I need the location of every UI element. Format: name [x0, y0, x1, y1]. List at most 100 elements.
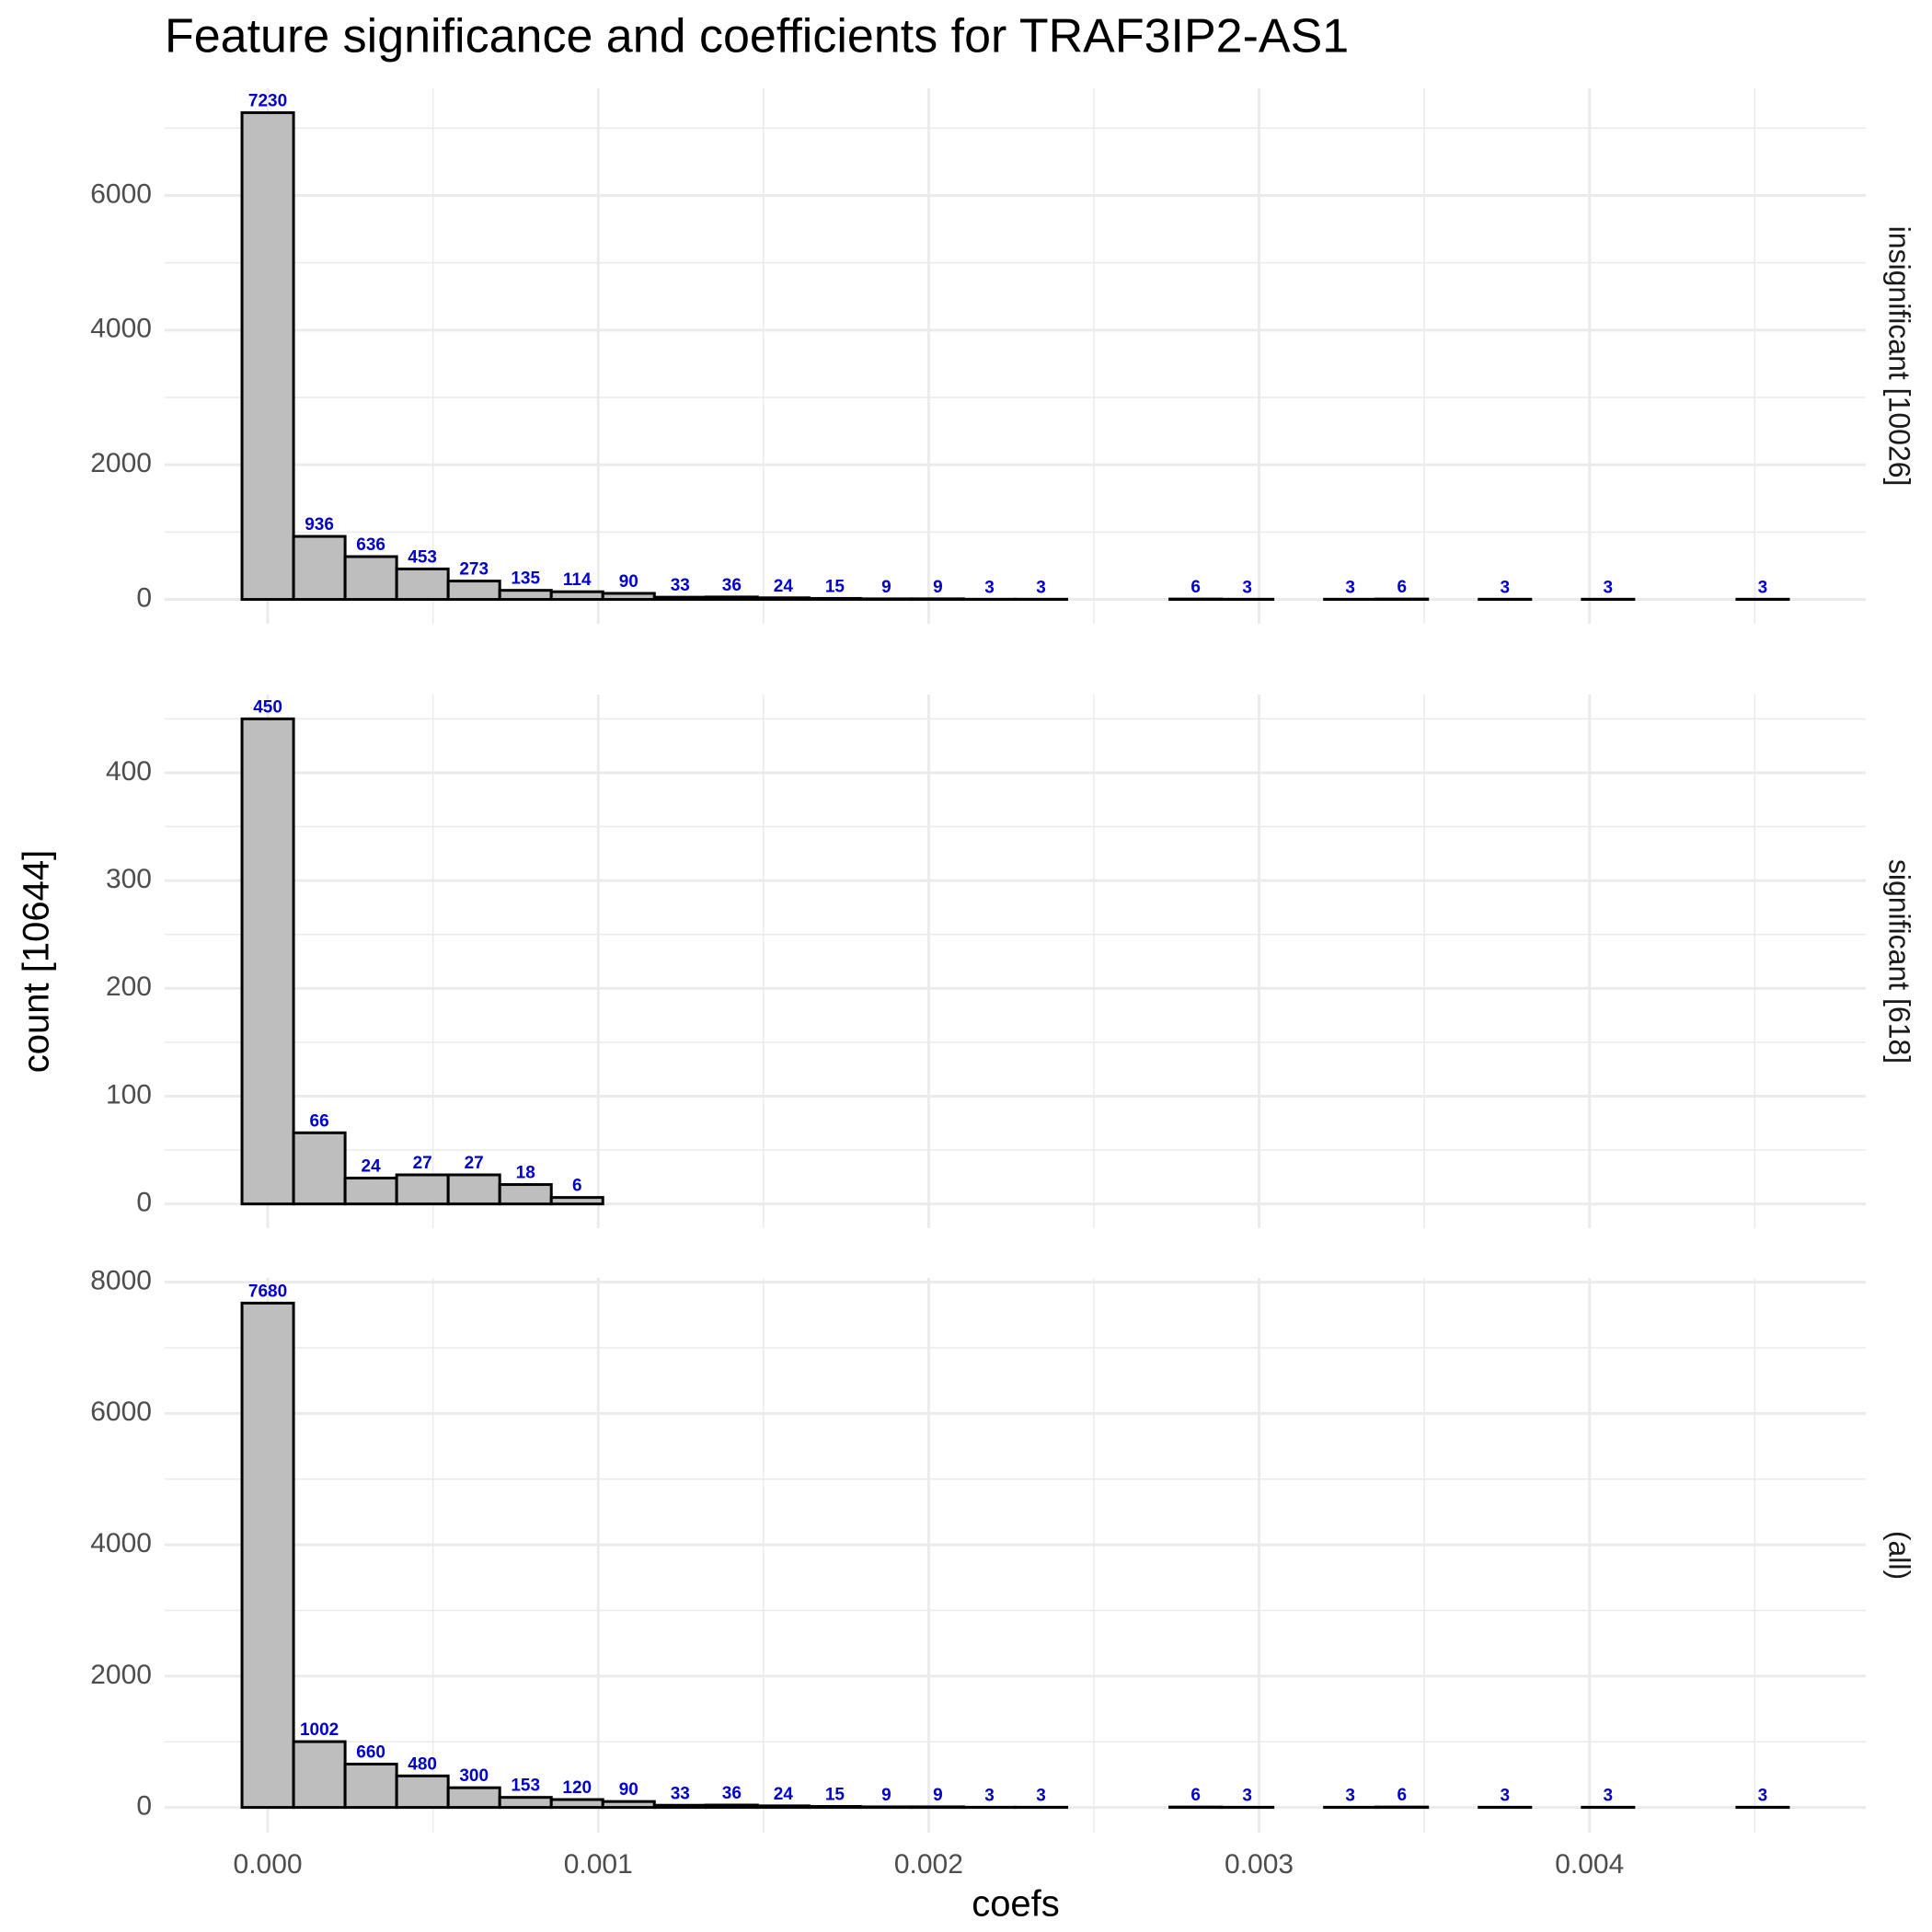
facet-label: insignificant [10026]: [1883, 226, 1916, 487]
data-label: 33: [671, 1784, 690, 1803]
y-tick-label: 2000: [90, 1660, 152, 1690]
y-tick-label: 8000: [90, 1265, 152, 1295]
data-label: 7230: [248, 91, 287, 110]
bar: [858, 1805, 914, 1810]
data-label: 273: [459, 560, 489, 580]
x-tick-label: 0.002: [894, 1849, 963, 1880]
data-label: 15: [825, 577, 845, 596]
x-axis-title: coefs: [972, 1884, 1060, 1925]
data-label: 90: [619, 572, 638, 592]
bar: [807, 596, 862, 602]
data-label: 36: [722, 1784, 742, 1803]
bar: [292, 1131, 347, 1206]
data-label: 6: [572, 1177, 582, 1196]
bar: [704, 1803, 759, 1810]
bar: [240, 1301, 295, 1810]
data-label: 3: [1345, 578, 1355, 597]
bar: [343, 1177, 398, 1206]
data-label: 36: [722, 576, 742, 595]
data-label: 3: [1500, 1786, 1510, 1805]
data-label: 9: [881, 1786, 891, 1805]
y-tick-label: 4000: [90, 314, 152, 344]
bar: [292, 535, 347, 602]
x-tick-label: 0.000: [234, 1849, 303, 1880]
data-label: 3: [1345, 1786, 1355, 1805]
x-tick-label: 0.001: [564, 1849, 633, 1880]
data-label: 450: [253, 697, 282, 717]
data-label: 24: [774, 1785, 794, 1804]
bar: [652, 595, 707, 602]
bar: [395, 567, 450, 602]
y-tick-label: 6000: [90, 178, 152, 209]
data-label: 120: [562, 1778, 592, 1798]
data-label: 1002: [300, 1720, 339, 1740]
data-label: 3: [1242, 1786, 1252, 1805]
bar: [601, 592, 656, 602]
bar: [395, 1173, 450, 1206]
y-tick-label: 0: [136, 1791, 152, 1822]
data-label: 6: [1397, 1786, 1407, 1805]
data-label: 3: [1604, 578, 1614, 597]
x-tick-label: 0.004: [1555, 1849, 1624, 1880]
bar: [343, 555, 398, 602]
bar: [549, 1798, 604, 1810]
data-label: 24: [774, 577, 794, 596]
data-label: 114: [563, 570, 592, 590]
chart-title: Feature significance and coefficients fo…: [165, 10, 1349, 63]
y-tick-label: 0: [136, 582, 152, 613]
bar: [446, 1173, 501, 1206]
bar: [446, 1786, 501, 1810]
data-label: 3: [984, 1786, 995, 1805]
data-label: 6: [1397, 578, 1407, 597]
data-label: 480: [408, 1754, 437, 1774]
data-label: 3: [1036, 1786, 1046, 1805]
bar: [910, 597, 965, 602]
data-label: 3: [1242, 578, 1252, 597]
bar: [549, 1196, 604, 1206]
facet-label: (all): [1883, 1531, 1916, 1580]
data-label: 3: [1758, 1786, 1768, 1805]
bar: [858, 597, 914, 602]
bar: [704, 595, 759, 602]
y-tick-label: 300: [106, 864, 152, 894]
data-label: 3: [1036, 578, 1046, 597]
y-tick-label: 100: [106, 1079, 152, 1110]
data-label: 24: [362, 1157, 382, 1177]
y-tick-label: 2000: [90, 448, 152, 478]
data-label: 27: [465, 1154, 484, 1173]
bar: [292, 1740, 347, 1810]
bar: [807, 1805, 862, 1810]
data-label: 66: [310, 1111, 329, 1131]
bar: [755, 1804, 811, 1810]
bar: [446, 580, 501, 602]
y-tick-label: 400: [106, 756, 152, 787]
y-tick-label: 4000: [90, 1528, 152, 1558]
data-label: 9: [933, 578, 943, 597]
data-label: 3: [984, 578, 995, 597]
data-label: 3: [1500, 578, 1510, 597]
data-label: 936: [305, 515, 334, 535]
y-tick-label: 0: [136, 1188, 152, 1218]
bar: [240, 717, 295, 1206]
bar: [755, 596, 811, 602]
data-label: 300: [459, 1766, 489, 1786]
data-label: 3: [1604, 1786, 1614, 1805]
data-label: 660: [356, 1742, 385, 1762]
data-label: 18: [516, 1164, 535, 1183]
bar: [652, 1803, 707, 1810]
bar: [498, 1183, 553, 1206]
bar: [498, 589, 553, 602]
bar: [498, 1796, 553, 1810]
data-label: 7680: [248, 1282, 287, 1301]
facet-label: significant [618]: [1883, 859, 1916, 1064]
data-label: 9: [933, 1786, 943, 1805]
data-label: 6: [1190, 1786, 1201, 1805]
data-label: 9: [881, 578, 891, 597]
bar: [240, 110, 295, 602]
bar: [395, 1774, 450, 1810]
data-label: 153: [511, 1777, 540, 1796]
bar: [601, 1800, 656, 1810]
data-label: 6: [1190, 578, 1201, 597]
data-label: 15: [825, 1786, 845, 1805]
